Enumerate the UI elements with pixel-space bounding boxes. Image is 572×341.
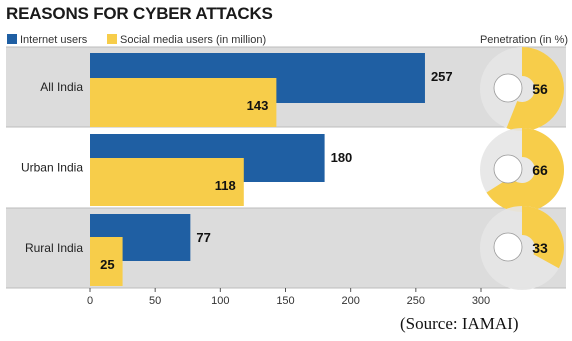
x-tick-label: 0 (87, 295, 93, 307)
penetration-wedge (522, 206, 564, 269)
penetration-value-label: 56 (532, 81, 548, 97)
x-tick-label: 250 (407, 295, 425, 307)
penetration-wedge (506, 47, 564, 131)
penetration-header: Penetration (in %) (480, 34, 568, 46)
data-label-social-media-users: 143 (247, 98, 269, 113)
penetration-wedge (486, 128, 564, 213)
x-tick-label: 300 (472, 295, 490, 307)
x-tick-label: 150 (276, 295, 294, 307)
legend-swatch-internet (7, 34, 17, 44)
bar-social-media-users (90, 237, 123, 286)
penetration-value-label: 66 (532, 162, 548, 178)
data-label-social-media-users: 118 (215, 178, 236, 193)
bar-social-media-users (90, 78, 277, 127)
data-label-internet-users: 77 (196, 230, 210, 245)
row-label-all-india: All India (40, 80, 83, 94)
penetration-donut-hole (493, 73, 523, 103)
penetration-value-label: 33 (532, 240, 548, 256)
x-tick-label: 200 (341, 295, 359, 307)
data-label-internet-users: 257 (431, 69, 453, 84)
chart-title: REASONS FOR CYBER ATTACKS (6, 4, 273, 23)
data-label-internet-users: 180 (331, 150, 353, 165)
row-label-urban-india: Urban India (21, 161, 83, 175)
x-tick-label: 50 (149, 295, 161, 307)
x-tick-label: 100 (211, 295, 229, 307)
row-label-rural-india: Rural India (25, 241, 83, 255)
legend-label-internet: Internet users (20, 34, 88, 46)
legend-label-social: Social media users (in million) (120, 34, 266, 46)
bar-social-media-users (90, 158, 244, 206)
legend-swatch-social (107, 34, 117, 44)
source-note: (Source: IAMAI) (400, 314, 519, 333)
data-label-social-media-users: 25 (100, 257, 114, 272)
penetration-donut-hole (493, 232, 523, 262)
penetration-donut-hole (493, 154, 523, 184)
